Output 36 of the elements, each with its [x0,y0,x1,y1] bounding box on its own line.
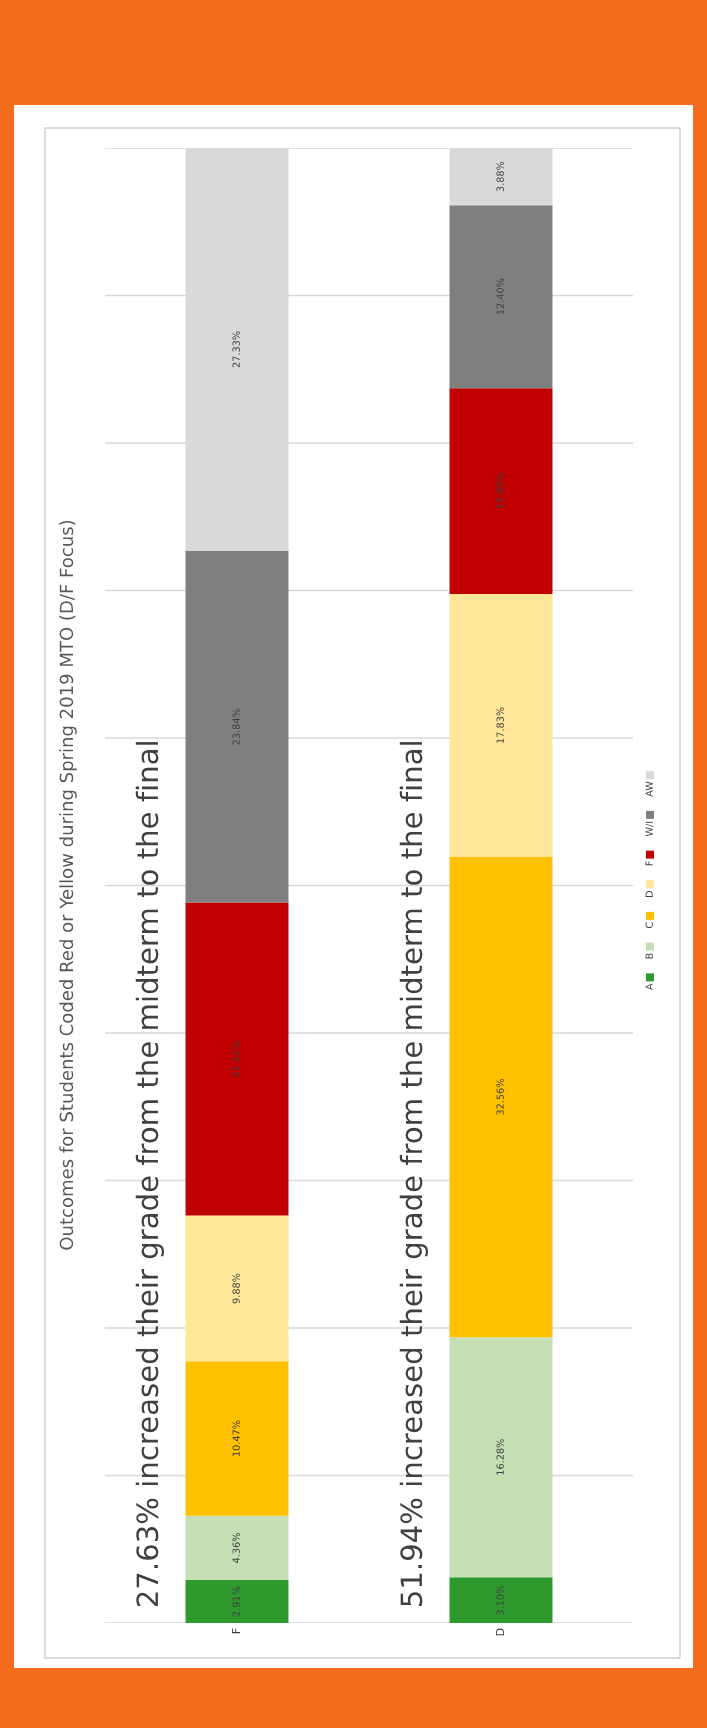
data-label: 27.33% [232,331,240,368]
bar [449,856,553,1338]
bar [185,1580,289,1623]
data-label: 12.40% [496,278,504,315]
data-label: 21.22% [232,1041,240,1077]
data-label: 32.56% [496,1079,504,1115]
bar [185,902,289,1216]
text: Outcomes for Students Coded Red or Yellow during Spring 2019 MTO (D/F Focus) [59,520,77,1250]
annotation: 27.63% increased their grade from the midterm to the final [135,742,164,1607]
annotation: 51.94% increased their grade from the midterm to the final [399,742,428,1606]
bar [449,205,553,389]
legend-label: D [645,890,653,897]
data-label: 13.95% [496,473,504,509]
bar [185,1515,289,1581]
legend-label: B [645,953,653,959]
legend-label: C [645,922,653,929]
data-label: 17.83% [496,707,504,743]
bar [185,1361,289,1516]
bar [185,550,289,903]
data-label: 3.10% [496,1585,504,1615]
bar [449,1577,553,1623]
bar [449,388,553,594]
bar [185,1215,289,1362]
legend-label: A [645,983,653,990]
bar [449,1337,553,1578]
data-label: 3.88% [496,161,504,192]
data-label: 2.91% [232,1586,240,1617]
legend-label: F [645,861,653,866]
legend-label: AW [645,781,653,797]
legend-label: W/I [645,821,654,837]
data-label: 23.84% [232,708,240,745]
data-label: 16.28% [496,1439,504,1475]
data-label: 9.88% [232,1273,240,1304]
bar [449,593,553,857]
data-label: 10.47% [232,1420,240,1457]
data-label: 4.36% [232,1533,240,1563]
